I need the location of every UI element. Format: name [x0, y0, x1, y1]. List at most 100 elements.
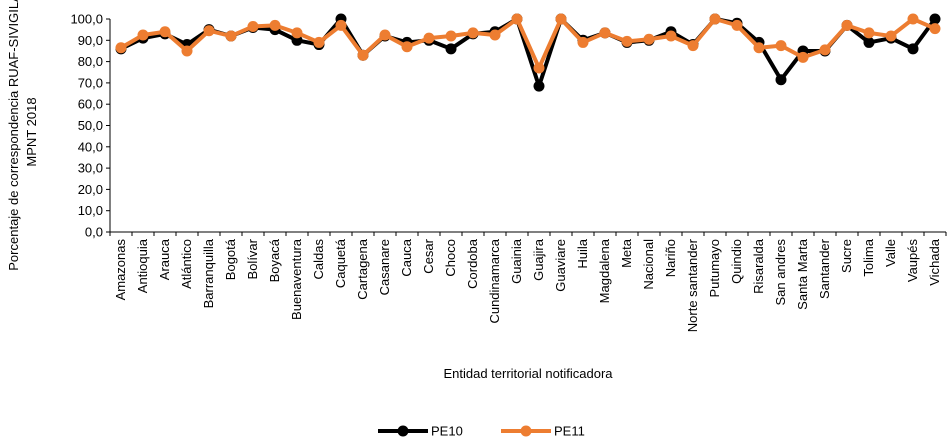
- legend-marker: [397, 425, 409, 437]
- series-pe11: [115, 13, 941, 74]
- data-point-pe11: [929, 23, 941, 35]
- y-tick-label: 60,0: [78, 97, 103, 112]
- data-point-pe11: [577, 36, 589, 48]
- data-point-pe11: [643, 33, 655, 45]
- x-tick-label: Magdalena: [597, 238, 612, 303]
- x-tick-label: Putumayo: [707, 239, 722, 298]
- x-axis-title: Entidad territorial notificadora: [443, 366, 613, 381]
- x-tick-label: Cartagena: [355, 238, 370, 299]
- x-tick-label: Casanare: [377, 239, 392, 295]
- data-point-pe11: [819, 44, 831, 56]
- data-point-pe10: [775, 74, 787, 86]
- data-point-pe11: [313, 36, 325, 48]
- x-tick-label: Guajira: [531, 238, 546, 281]
- x-axis-ticks: Amazonas Antioquia Arauca Atlántico Barranqu…: [109, 232, 947, 332]
- data-point-pe10: [445, 43, 457, 55]
- data-point-pe11: [357, 49, 369, 61]
- x-tick-label: Cundinamarca: [487, 238, 502, 323]
- x-tick-label: Tolima: [861, 238, 876, 276]
- x-tick-label: Buenaventura: [289, 238, 304, 320]
- data-point-pe11: [489, 29, 501, 41]
- data-point-pe11: [159, 26, 171, 38]
- data-point-pe11: [467, 27, 479, 39]
- y-tick-label: 70,0: [78, 75, 103, 90]
- x-tick-label: Cauca: [399, 238, 414, 276]
- legend-item-pe11: PE11: [501, 424, 585, 439]
- data-point-pe11: [291, 27, 303, 39]
- x-tick-label: Norte santander: [685, 238, 700, 332]
- data-point-pe11: [775, 40, 787, 52]
- x-tick-label: Bolívar: [245, 238, 260, 279]
- x-tick-label: Cesar: [421, 238, 436, 273]
- x-tick-label: Barranquilla: [201, 238, 216, 308]
- x-tick-label: Antioquia: [135, 238, 150, 293]
- x-tick-label: Santa Marta: [795, 238, 810, 310]
- y-tick-label: 50,0: [78, 118, 103, 133]
- y-axis-ticks: 0,0 10,0 20,0 30,0 40,0 50,0 60,0 70,0 80,0 90,0 1…: [70, 12, 110, 240]
- x-tick-label: San andres: [773, 239, 788, 306]
- data-point-pe11: [269, 19, 281, 31]
- data-point-pe11: [379, 29, 391, 41]
- data-point-pe11: [665, 30, 677, 42]
- data-point-pe11: [687, 40, 699, 52]
- y-tick-label: 90,0: [78, 33, 103, 48]
- legend-marker: [520, 425, 532, 437]
- data-point-pe10: [533, 80, 545, 92]
- x-tick-label: Cordoba: [465, 238, 480, 289]
- data-point-pe11: [247, 20, 259, 32]
- data-point-pe10: [863, 36, 875, 48]
- data-point-pe11: [731, 19, 743, 31]
- x-tick-label: Amazonas: [113, 239, 128, 301]
- y-tick-label: 10,0: [78, 203, 103, 218]
- x-tick-label: Arauca: [157, 238, 172, 280]
- series-line-pe11: [119, 17, 936, 70]
- x-tick-label: Choco: [443, 239, 458, 277]
- data-point-pe11: [423, 32, 435, 44]
- data-point-pe11: [401, 41, 413, 53]
- data-point-pe10: [907, 43, 919, 55]
- y-tick-label: 30,0: [78, 161, 103, 176]
- x-tick-label: Caldas: [311, 239, 326, 280]
- x-tick-label: Boyacá: [267, 238, 282, 282]
- x-tick-label: Sucre: [839, 239, 854, 273]
- y-tick-label: 0,0: [85, 225, 103, 240]
- y-tick-label: 80,0: [78, 54, 103, 69]
- x-tick-label: Meta: [619, 238, 634, 268]
- x-tick-label: Caquetá: [333, 238, 348, 288]
- x-tick-label: Guainia: [509, 238, 524, 284]
- y-tick-label: 100,0: [70, 12, 103, 27]
- data-point-pe11: [621, 35, 633, 47]
- data-point-pe10: [929, 13, 941, 25]
- data-point-pe11: [555, 13, 567, 25]
- data-point-pe11: [335, 19, 347, 31]
- x-tick-label: Vichada: [927, 238, 942, 286]
- data-point-pe11: [797, 51, 809, 63]
- data-point-pe11: [841, 19, 853, 31]
- series-layer: [115, 13, 941, 92]
- legend-label: PE11: [554, 424, 585, 439]
- x-tick-label: Huila: [575, 238, 590, 268]
- data-point-pe11: [137, 29, 149, 41]
- data-point-pe11: [115, 42, 127, 54]
- x-tick-label: Atlántico: [179, 239, 194, 289]
- x-tick-label: Valle: [883, 239, 898, 267]
- x-tick-label: Risaralda: [751, 238, 766, 294]
- legend-item-pe10: PE10: [378, 424, 463, 439]
- y-axis-title-line-2: MPNT 2018: [24, 97, 39, 166]
- data-point-pe11: [225, 30, 237, 42]
- y-tick-label: 20,0: [78, 182, 103, 197]
- x-tick-label: Vaupés: [905, 239, 920, 283]
- data-point-pe11: [863, 27, 875, 39]
- data-point-pe11: [885, 30, 897, 42]
- data-point-pe11: [203, 25, 215, 37]
- data-point-pe11: [511, 13, 523, 25]
- x-tick-label: Quindio: [729, 239, 744, 284]
- x-tick-label: Bogotá: [223, 238, 238, 280]
- data-point-pe11: [533, 62, 545, 74]
- data-point-pe11: [445, 30, 457, 42]
- x-tick-label: Santander: [817, 238, 832, 299]
- data-point-pe11: [181, 45, 193, 57]
- y-tick-label: 40,0: [78, 139, 103, 154]
- x-tick-label: Nariño: [663, 239, 678, 277]
